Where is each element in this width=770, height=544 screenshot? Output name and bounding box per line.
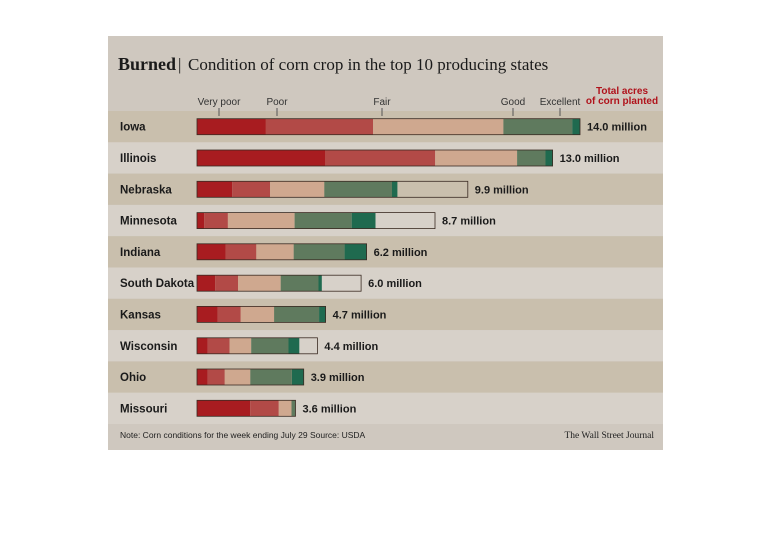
acres-label: 6.2 million bbox=[374, 247, 428, 259]
bar-segment bbox=[197, 118, 266, 135]
bars: Iowa 14.0 million Illinois 13.0 million Nebr… bbox=[120, 118, 647, 417]
bar-segment bbox=[503, 118, 573, 135]
bar-segment bbox=[197, 150, 325, 166]
bar-segment bbox=[265, 118, 374, 135]
state-label: Minnesota bbox=[120, 216, 177, 228]
bar-segment bbox=[572, 118, 580, 135]
scale-label: Good bbox=[501, 97, 525, 108]
bar-segment bbox=[217, 306, 241, 323]
bar-outline bbox=[196, 212, 436, 230]
bar-segment bbox=[232, 181, 271, 198]
row-band bbox=[108, 204, 663, 237]
acres-label: 3.6 million bbox=[303, 403, 357, 415]
bar-segment bbox=[197, 181, 233, 198]
bar-segment bbox=[215, 275, 239, 292]
bar-segment bbox=[344, 243, 367, 260]
state-label: Ohio bbox=[120, 372, 146, 384]
bar-segment bbox=[240, 306, 275, 323]
bar-segment bbox=[250, 369, 292, 385]
bar-segment bbox=[280, 275, 319, 292]
acres-label: 3.9 million bbox=[311, 372, 365, 384]
bar-segment bbox=[225, 243, 257, 260]
bar-segment bbox=[517, 150, 546, 166]
chart-subtitle: Condition of corn crop in the top 10 pro… bbox=[188, 55, 548, 74]
state-label: Missouri bbox=[120, 403, 167, 415]
bar-segment bbox=[197, 369, 208, 385]
bar-segment bbox=[274, 306, 320, 323]
state-label: Kansas bbox=[120, 309, 161, 321]
bar-outline bbox=[196, 305, 327, 323]
bar-segment bbox=[325, 150, 436, 166]
chart-panel: Burned | Condition of corn crop in the t… bbox=[108, 36, 663, 450]
state-label: Iowa bbox=[120, 122, 146, 134]
chart-source: The Wall Street Journal bbox=[564, 431, 654, 441]
acres-label: 4.4 million bbox=[324, 341, 378, 353]
bar-outline bbox=[196, 180, 469, 198]
scale-label: Excellent bbox=[540, 97, 581, 108]
scale-labels: Very poor Poor Fair Good Excellent bbox=[198, 97, 581, 116]
bar-segment bbox=[207, 369, 225, 385]
legend-title-line1: Total acres bbox=[596, 86, 648, 97]
row-band bbox=[108, 392, 663, 424]
bar-segment bbox=[293, 243, 345, 260]
bar-outline bbox=[196, 274, 362, 292]
state-label: Illinois bbox=[120, 153, 156, 165]
state-label: Nebraska bbox=[120, 184, 172, 196]
bar-segment bbox=[373, 118, 504, 135]
bar-segment bbox=[250, 400, 279, 417]
bar-segment bbox=[318, 275, 322, 292]
bar-segment bbox=[197, 243, 226, 260]
bar-outline bbox=[196, 368, 305, 386]
title-divider: | bbox=[178, 55, 181, 74]
chart-note: Note: Corn conditions for the week endin… bbox=[120, 430, 366, 440]
bar-segment bbox=[351, 212, 376, 229]
bar-segment bbox=[197, 337, 208, 354]
acres-label: 13.0 million bbox=[560, 153, 620, 165]
bar-segment bbox=[197, 306, 218, 323]
bar-segment bbox=[278, 400, 292, 417]
bar-outline bbox=[196, 337, 318, 355]
bar-segment bbox=[288, 337, 300, 354]
bar-segment bbox=[197, 275, 216, 292]
bar-outline bbox=[196, 149, 554, 167]
row-band bbox=[108, 330, 663, 362]
bar-segment bbox=[291, 400, 296, 417]
bar-segment bbox=[292, 369, 304, 385]
bar-segment bbox=[251, 337, 289, 354]
bar-segment bbox=[227, 212, 295, 229]
bar-segment bbox=[392, 181, 398, 198]
acres-label: 4.7 million bbox=[333, 309, 387, 321]
bar-segment bbox=[238, 275, 281, 292]
state-label: Wisconsin bbox=[120, 341, 177, 353]
row-band bbox=[108, 361, 663, 393]
acres-label: 9.9 million bbox=[475, 184, 529, 196]
bar-segment bbox=[197, 212, 205, 229]
scale-label: Fair bbox=[373, 97, 391, 108]
bar-outline bbox=[196, 243, 368, 261]
bar-segment bbox=[294, 212, 352, 229]
bar-segment bbox=[197, 400, 251, 417]
chart-title: Burned bbox=[118, 54, 176, 74]
scale-label: Poor bbox=[266, 97, 288, 108]
bar-segment bbox=[324, 181, 392, 198]
state-label: South Dakota bbox=[120, 278, 195, 290]
acres-label: 8.7 million bbox=[442, 216, 496, 228]
acres-label: 14.0 million bbox=[587, 122, 647, 134]
bar-outline bbox=[196, 399, 296, 417]
bar-segment bbox=[545, 150, 553, 166]
corn-condition-chart: Burned | Condition of corn crop in the t… bbox=[108, 54, 663, 441]
acres-label: 6.0 million bbox=[368, 278, 422, 290]
bar-segment bbox=[270, 181, 325, 198]
bar-segment bbox=[204, 212, 228, 229]
bar-segment bbox=[435, 150, 518, 166]
legend-title-line2: of corn planted bbox=[586, 96, 658, 107]
bar-segment bbox=[224, 369, 251, 385]
bar-segment bbox=[256, 243, 294, 260]
scale-label: Very poor bbox=[198, 97, 241, 108]
bar-segment bbox=[207, 337, 230, 354]
bar-outline bbox=[196, 118, 581, 136]
state-label: Indiana bbox=[120, 247, 161, 259]
bar-segment bbox=[319, 306, 326, 323]
bar-segment bbox=[229, 337, 252, 354]
